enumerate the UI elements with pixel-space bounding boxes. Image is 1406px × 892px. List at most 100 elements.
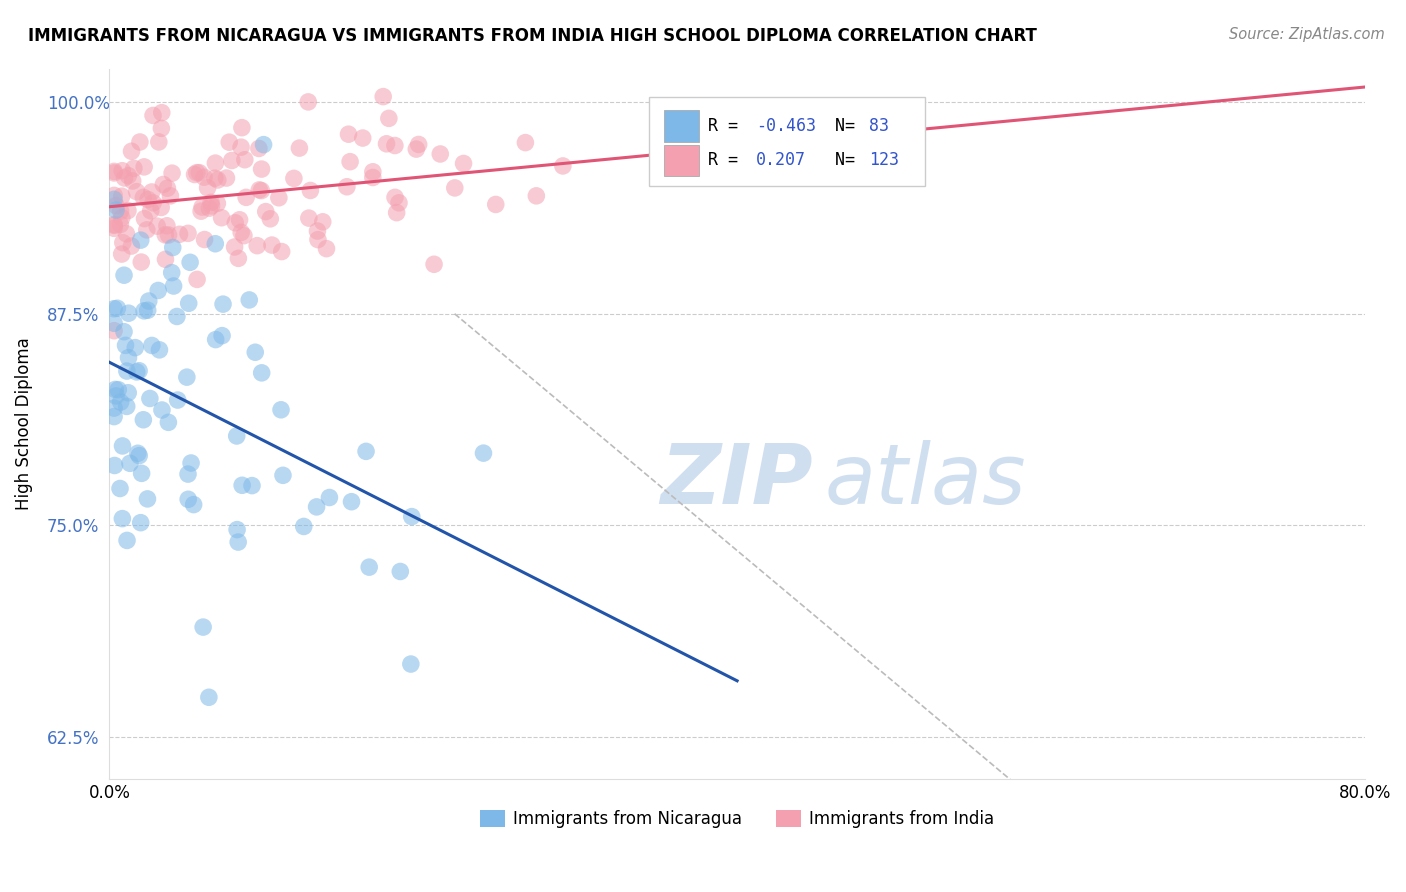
Point	[297, 95, 319, 109]
Point	[226, 535, 249, 549]
Point	[292, 519, 315, 533]
Point	[193, 170, 215, 185]
Point	[103, 301, 125, 316]
Point	[240, 478, 263, 492]
Point	[200, 199, 222, 213]
Point	[385, 205, 408, 219]
Point	[108, 482, 131, 496]
Point	[169, 227, 191, 242]
Point	[105, 301, 128, 316]
Point	[312, 215, 335, 229]
Point	[132, 304, 155, 318]
Point	[250, 184, 273, 198]
Point	[218, 135, 240, 149]
Point	[384, 138, 406, 153]
Point	[200, 195, 222, 210]
Point	[128, 364, 150, 378]
Point	[238, 293, 260, 307]
Point	[204, 156, 226, 170]
Point	[148, 284, 170, 298]
Point	[231, 478, 253, 492]
Point	[136, 303, 159, 318]
Point	[111, 235, 134, 250]
Point	[115, 533, 138, 548]
Point	[103, 188, 125, 202]
Point	[204, 236, 226, 251]
Point	[197, 180, 219, 194]
Point	[485, 197, 508, 211]
Point	[271, 468, 294, 483]
Point	[135, 223, 157, 237]
Point	[152, 178, 174, 192]
Point	[114, 171, 136, 186]
Point	[231, 120, 253, 135]
Point	[259, 211, 281, 226]
Point	[160, 266, 183, 280]
Point	[188, 166, 211, 180]
Point	[204, 171, 226, 186]
Point	[378, 112, 401, 126]
Point	[177, 492, 200, 507]
Point	[117, 351, 139, 365]
Point	[211, 328, 233, 343]
Point	[337, 127, 360, 141]
Point	[180, 456, 202, 470]
Point	[125, 185, 148, 199]
Point	[157, 415, 180, 429]
Point	[247, 183, 270, 197]
Point	[162, 240, 184, 254]
Text: N=: N=	[815, 117, 865, 135]
Point	[224, 216, 246, 230]
Point	[117, 203, 139, 218]
Point	[472, 446, 495, 460]
FancyBboxPatch shape	[664, 145, 699, 176]
Point	[283, 171, 305, 186]
Point	[359, 560, 381, 574]
Point	[150, 105, 173, 120]
Point	[384, 190, 406, 204]
Point	[104, 383, 127, 397]
Point	[193, 233, 215, 247]
Point	[228, 252, 250, 266]
Text: -0.463: -0.463	[756, 117, 815, 135]
Point	[254, 204, 277, 219]
Point	[115, 400, 138, 414]
Point	[676, 153, 699, 168]
Point	[124, 341, 146, 355]
Point	[111, 439, 134, 453]
Point	[142, 195, 165, 210]
Point	[270, 402, 292, 417]
Point	[224, 240, 246, 254]
Point	[361, 170, 384, 185]
Y-axis label: High School Diploma: High School Diploma	[15, 337, 32, 510]
Point	[150, 121, 173, 136]
Point	[204, 333, 226, 347]
Point	[110, 395, 132, 409]
Point	[134, 160, 156, 174]
Point	[107, 383, 129, 397]
Point	[129, 255, 152, 269]
Point	[115, 364, 138, 378]
Point	[105, 203, 128, 218]
Point	[111, 163, 134, 178]
Point	[315, 242, 337, 256]
Point	[524, 189, 547, 203]
Point	[186, 272, 208, 286]
Point	[105, 199, 128, 213]
Point	[120, 239, 142, 253]
Point	[117, 385, 139, 400]
Point	[121, 174, 143, 188]
Point	[288, 141, 311, 155]
Point	[110, 204, 132, 219]
Point	[245, 345, 267, 359]
Point	[129, 516, 152, 530]
Point	[260, 238, 283, 252]
Point	[191, 200, 214, 214]
FancyBboxPatch shape	[650, 97, 925, 186]
Point	[443, 181, 465, 195]
Point	[118, 456, 141, 470]
Point	[183, 168, 205, 182]
Point	[231, 226, 253, 240]
Point	[307, 224, 329, 238]
Point	[129, 233, 152, 247]
